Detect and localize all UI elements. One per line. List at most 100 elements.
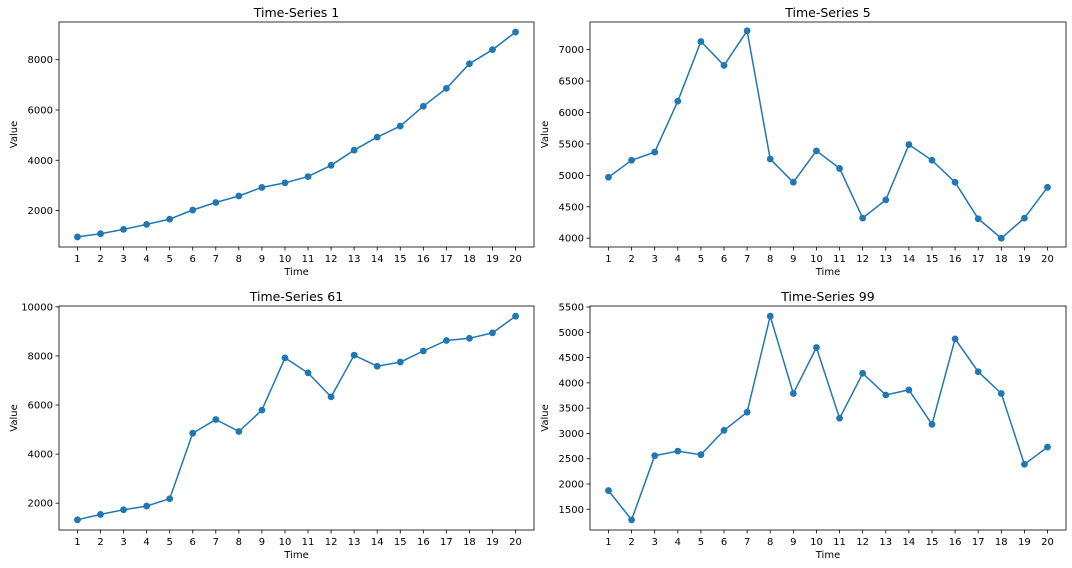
x-tick-label: 4 — [675, 537, 681, 548]
x-tick-label: 5 — [698, 537, 704, 548]
y-tick-label: 4500 — [559, 202, 584, 213]
data-point — [628, 516, 635, 524]
data-point — [143, 502, 151, 510]
x-axis-label: Time — [815, 550, 840, 561]
y-tick-label: 2500 — [559, 454, 584, 465]
x-tick-label: 13 — [348, 537, 361, 548]
data-point — [743, 27, 751, 35]
data-point — [466, 334, 473, 342]
x-tick-label: 20 — [509, 537, 522, 548]
data-point — [489, 329, 496, 337]
x-tick-label: 2 — [628, 537, 634, 548]
x-tick-label: 2 — [97, 254, 103, 265]
data-point — [258, 406, 266, 414]
data-point — [974, 368, 982, 376]
x-tick-label: 18 — [463, 254, 476, 265]
y-tick-label: 3500 — [559, 404, 584, 415]
data-point — [720, 61, 728, 69]
data-point — [674, 447, 682, 455]
subplot-4: Time-Series 991 2 3 4 5 6 7 8 9 10 11 12 13 14 15 16 17 1… — [540, 289, 1067, 561]
x-tick-label: 7 — [213, 537, 219, 548]
x-tick-label: 3 — [120, 254, 126, 265]
x-tick-label: 12 — [856, 537, 869, 548]
data-point — [859, 214, 867, 222]
x-tick-label: 4 — [143, 537, 149, 548]
data-point — [74, 516, 81, 524]
data-point — [120, 506, 127, 514]
data-point — [743, 408, 751, 416]
y-axis-label: Value — [9, 121, 20, 148]
data-point — [281, 179, 289, 187]
chart-title: Time-Series 1 — [253, 5, 339, 20]
y-tick-label: 7000 — [559, 45, 584, 56]
x-tick-label: 2 — [628, 254, 634, 265]
data-point — [327, 161, 335, 169]
x-tick-label: 17 — [440, 254, 453, 265]
y-tick-label: 4000 — [28, 450, 53, 461]
data-point — [813, 344, 820, 351]
data-point — [350, 146, 358, 154]
data-point — [512, 312, 519, 320]
data-point — [882, 391, 890, 399]
x-tick-label: 8 — [767, 537, 773, 548]
x-tick-label: 18 — [995, 254, 1008, 265]
data-point — [1044, 183, 1051, 191]
y-tick-label: 2000 — [28, 206, 53, 217]
x-tick-label: 18 — [995, 537, 1008, 548]
y-tick-label: 6000 — [28, 400, 53, 411]
data-point — [97, 230, 104, 238]
data-point — [489, 46, 496, 54]
data-point — [928, 156, 936, 164]
series-line — [607, 313, 1048, 522]
x-tick-label: 15 — [394, 254, 407, 265]
x-tick-label: 1 — [74, 537, 80, 548]
x-tick-label: 9 — [259, 254, 265, 265]
x-tick-label: 8 — [767, 254, 773, 265]
x-tick-label: 6 — [190, 254, 196, 265]
data-point — [1044, 443, 1051, 451]
y-tick-label: 2000 — [559, 479, 584, 490]
data-point — [997, 390, 1005, 397]
data-point — [442, 337, 450, 344]
y-axis-label: Value — [540, 121, 551, 148]
x-tick-label: 15 — [926, 537, 939, 548]
x-tick-label: 16 — [417, 254, 430, 265]
data-point — [258, 184, 266, 191]
y-tick-label: 6500 — [559, 77, 584, 88]
x-tick-label: 17 — [972, 537, 985, 548]
x-tick-label: 9 — [790, 537, 796, 548]
data-point — [674, 97, 682, 105]
y-axis-label: Value — [9, 404, 20, 431]
x-tick-label: 13 — [879, 254, 892, 265]
x-tick-label: 19 — [486, 254, 499, 265]
y-tick-label: 8000 — [28, 351, 53, 362]
y-tick-label: 5500 — [559, 303, 584, 314]
x-tick-label: 11 — [302, 537, 315, 548]
data-point — [813, 147, 820, 155]
x-tick-label: 5 — [166, 537, 172, 548]
x-tick-label: 18 — [463, 537, 476, 548]
plot-frame — [589, 305, 1067, 531]
y-tick-label: 6000 — [28, 105, 53, 116]
x-tick-label: 6 — [721, 254, 727, 265]
x-tick-label: 14 — [371, 537, 384, 548]
data-point — [905, 141, 913, 148]
x-tick-label: 19 — [1018, 254, 1031, 265]
x-tick-label: 9 — [790, 254, 796, 265]
x-tick-label: 3 — [652, 254, 658, 265]
data-point — [97, 511, 104, 518]
x-tick-label: 13 — [879, 537, 892, 548]
x-axis-label: Time — [283, 550, 308, 561]
y-tick-label: 3000 — [559, 429, 584, 440]
x-tick-label: 14 — [371, 254, 384, 265]
series-line — [608, 28, 1049, 240]
data-point — [789, 178, 797, 186]
data-point — [605, 173, 612, 181]
data-point — [974, 215, 982, 223]
data-point — [789, 390, 797, 397]
y-tick-label: 4000 — [28, 156, 53, 167]
plot-frame — [58, 305, 535, 531]
data-point — [442, 84, 450, 92]
x-axis-label: Time — [815, 267, 840, 278]
plot-frame — [589, 21, 1067, 248]
